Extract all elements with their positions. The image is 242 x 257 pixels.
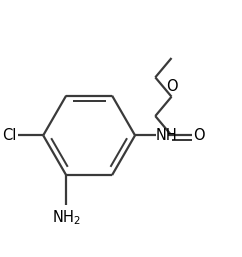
Text: O: O xyxy=(193,128,205,143)
Text: O: O xyxy=(166,79,177,94)
Text: NH$_2$: NH$_2$ xyxy=(52,208,81,227)
Text: NH: NH xyxy=(156,128,178,143)
Text: Cl: Cl xyxy=(2,128,17,143)
